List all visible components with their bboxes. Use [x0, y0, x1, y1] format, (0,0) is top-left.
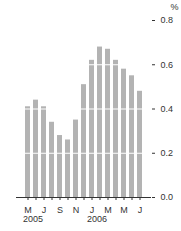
svg-text:0.8: 0.8 — [161, 15, 174, 25]
svg-text:2006: 2006 — [87, 214, 107, 224]
svg-text:M: M — [120, 205, 128, 215]
svg-text:J: J — [138, 205, 143, 215]
svg-text:J: J — [89, 204, 95, 215]
svg-text:2005: 2005 — [23, 214, 43, 224]
svg-text:0.2: 0.2 — [161, 148, 174, 158]
svg-text:J: J — [41, 204, 47, 215]
svg-text:M: M — [104, 204, 112, 215]
svg-text:0.0: 0.0 — [161, 192, 174, 202]
svg-text:%: % — [170, 2, 178, 12]
svg-text:N: N — [73, 205, 80, 215]
svg-text:0.6: 0.6 — [161, 60, 174, 70]
svg-text:M: M — [24, 204, 32, 215]
svg-text:0.4: 0.4 — [161, 104, 174, 114]
svg-text:S: S — [57, 205, 63, 215]
